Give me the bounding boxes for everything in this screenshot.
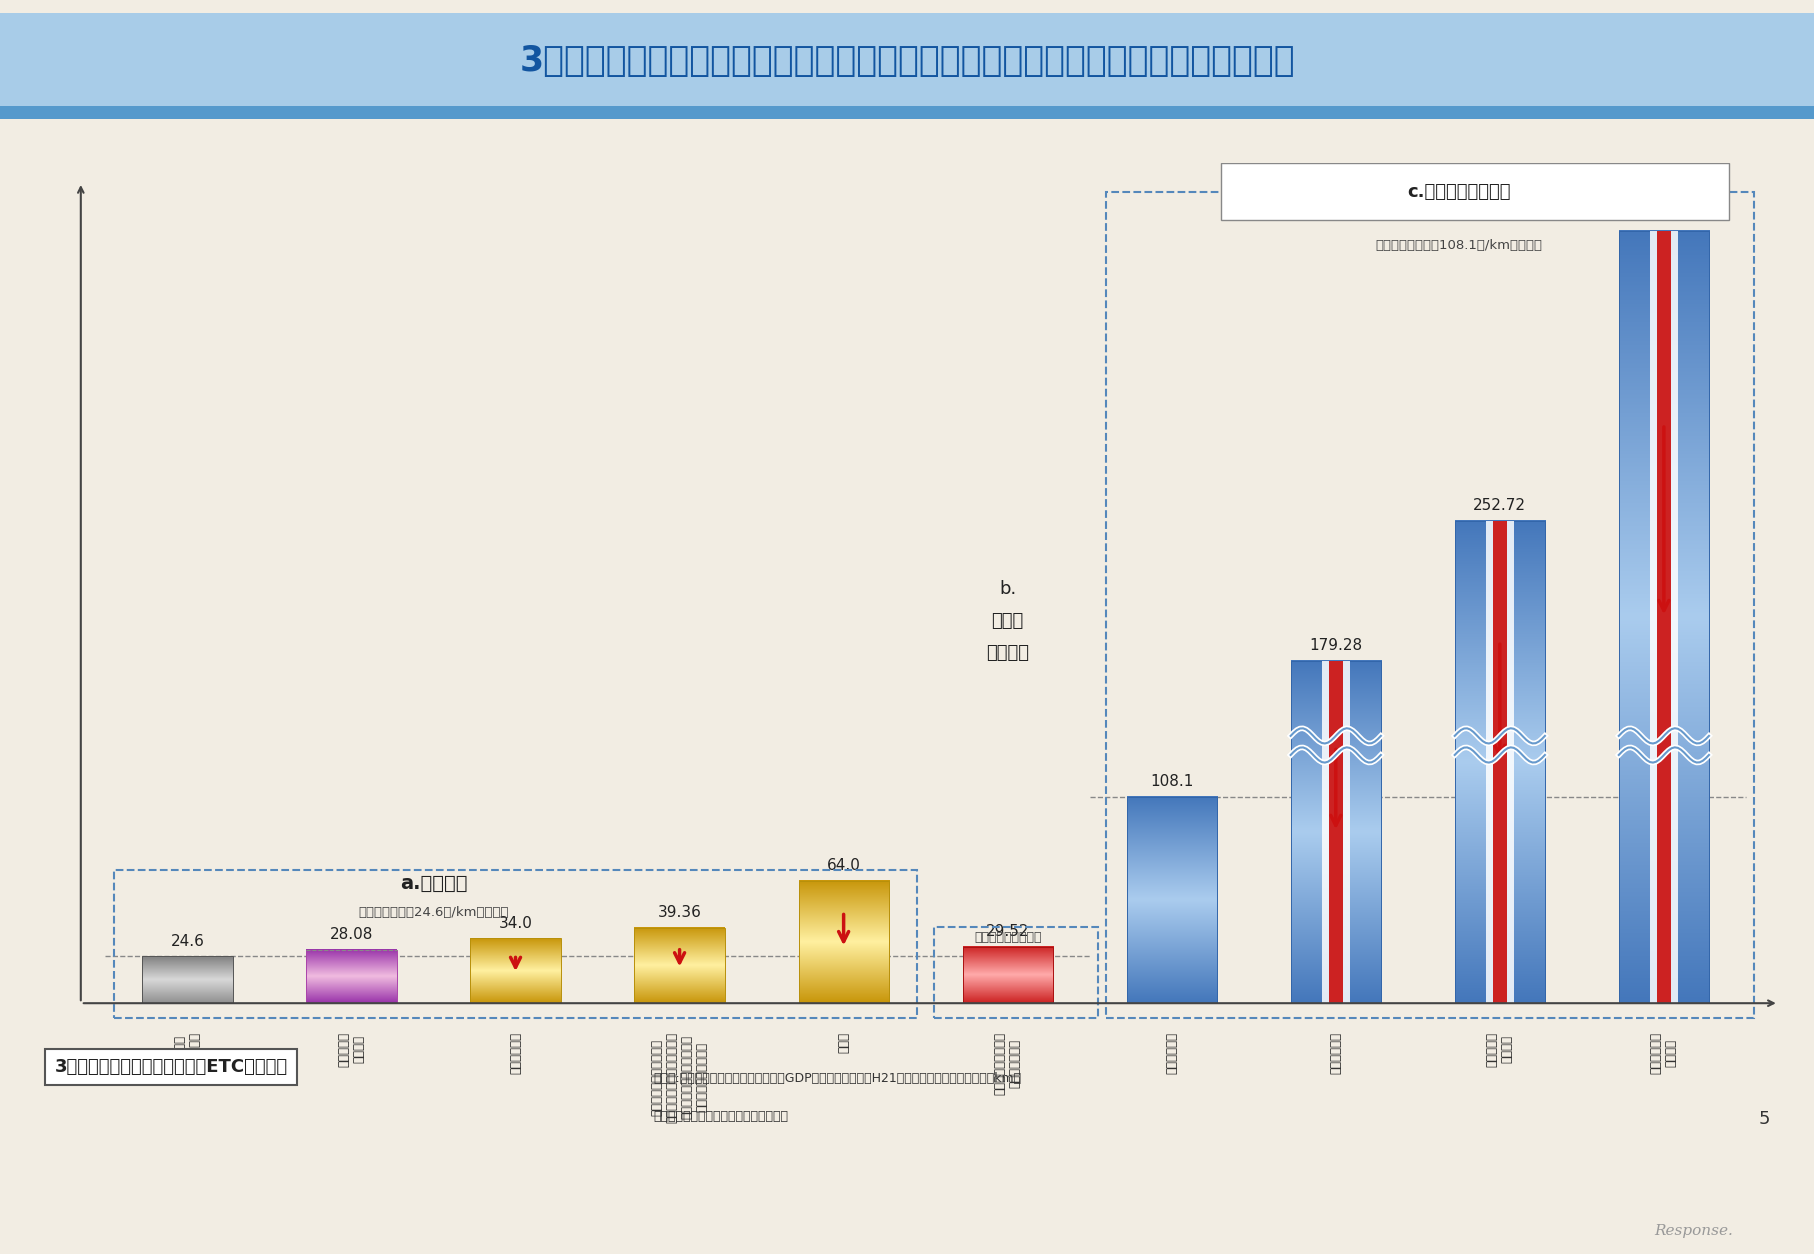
Bar — [961, 947, 1052, 1003]
Text: 3つの料金水準の導入　〜「整備重視の料金」から「利用重視の料金」への転換〜: 3つの料金水準の導入 〜「整備重視の料金」から「利用重視の料金」への転換〜 — [519, 44, 1295, 78]
Text: a.普通区間: a.普通区間 — [399, 874, 466, 893]
Text: 34.0: 34.0 — [499, 915, 532, 930]
Text: 広島岩国道路: 広島岩国道路 — [508, 1032, 522, 1073]
Bar — [1321, 661, 1328, 1003]
Text: （陸上部）
本四高速: （陸上部） 本四高速 — [337, 1032, 365, 1067]
Text: （海峡部）
本四高速: （海峡部） 本四高速 — [1486, 1032, 1513, 1067]
Text: 〈伊勢湾岸道路並108.1円/kmを基本〉: 〈伊勢湾岸道路並108.1円/kmを基本〉 — [1375, 240, 1542, 252]
Text: 28.08: 28.08 — [330, 927, 374, 942]
Bar — [1506, 520, 1513, 1003]
Bar — [1105, 192, 1752, 1018]
Text: ［　］:キロ当り建設コスト（建設費をGDPデフレータによりH21価格に換算した値）（億円／km）: ［ ］:キロ当り建設コスト（建設費をGDPデフレータによりH21価格に換算した値… — [653, 1072, 1021, 1085]
Text: 108.1: 108.1 — [1150, 774, 1194, 789]
Bar — [1649, 231, 1656, 1003]
Text: 29.52: 29.52 — [985, 924, 1029, 939]
Bar — [1221, 163, 1729, 221]
Bar — [141, 957, 232, 1003]
Text: 3つの料金水準の導入の対象はETC車に限定: 3つの料金水準の導入の対象はETC車に限定 — [54, 1058, 287, 1076]
Text: 関門橋: 関門橋 — [836, 1032, 849, 1053]
Text: アクアライン: アクアライン — [1328, 1032, 1342, 1073]
Text: 〈現行水準を維持〉: 〈現行水準を維持〉 — [974, 930, 1041, 944]
Bar — [635, 928, 724, 1003]
Bar — [1493, 520, 1506, 1003]
Bar — [114, 869, 916, 1018]
Bar — [1669, 231, 1676, 1003]
Text: 404.35: 404.35 — [1636, 208, 1689, 223]
Bar — [1126, 796, 1215, 1003]
Text: 179.28: 179.28 — [1308, 638, 1362, 653]
Bar — [1656, 231, 1669, 1003]
Text: 64.0: 64.0 — [825, 858, 860, 873]
Bar — [1486, 520, 1493, 1003]
Text: 〈現行普通区間24.6円/kmを基本〉: 〈現行普通区間24.6円/kmを基本〉 — [357, 905, 508, 919]
Text: c.海峡部等特別区間: c.海峡部等特別区間 — [1406, 183, 1509, 201]
Text: 5: 5 — [1758, 1110, 1769, 1127]
Text: Response.: Response. — [1654, 1224, 1732, 1238]
Bar — [798, 882, 889, 1003]
Bar — [1618, 231, 1709, 1003]
Text: （大都市近郊区間）
高速自動車国道: （大都市近郊区間） 高速自動車国道 — [992, 1032, 1021, 1095]
Text: b.
大都市
近郊区間: b. 大都市 近郊区間 — [985, 581, 1029, 662]
Bar — [307, 949, 397, 1003]
Text: （普通区間）
高速自動車国道: （普通区間） 高速自動車国道 — [174, 1032, 201, 1081]
Text: （明石海峡）
本四高速: （明石海峡） 本四高速 — [1649, 1032, 1676, 1073]
Text: 39.36: 39.36 — [657, 905, 702, 920]
Bar — [1453, 520, 1544, 1003]
Bar — [470, 938, 561, 1003]
Bar — [1342, 661, 1350, 1003]
Bar — [934, 927, 1097, 1018]
Text: 伊勢湾岸道路: 伊勢湾岸道路 — [1165, 1032, 1177, 1073]
Text: 252.72: 252.72 — [1473, 498, 1526, 513]
Bar — [1328, 661, 1342, 1003]
Text: 注：料金水準については、普通車の場合: 注：料金水準については、普通車の場合 — [653, 1110, 787, 1122]
Text: 関越道（飛騨トンネル）
東海北陸道（飛騨トンネル）
中央道（恵那山トンネル）
阪和道（海南〜有田）: 関越道（飛騨トンネル） 東海北陸道（飛騨トンネル） 中央道（恵那山トンネル） 阪… — [649, 1032, 707, 1122]
Bar — [0, 107, 1814, 119]
Bar — [1290, 661, 1380, 1003]
Text: 24.6: 24.6 — [171, 933, 205, 948]
